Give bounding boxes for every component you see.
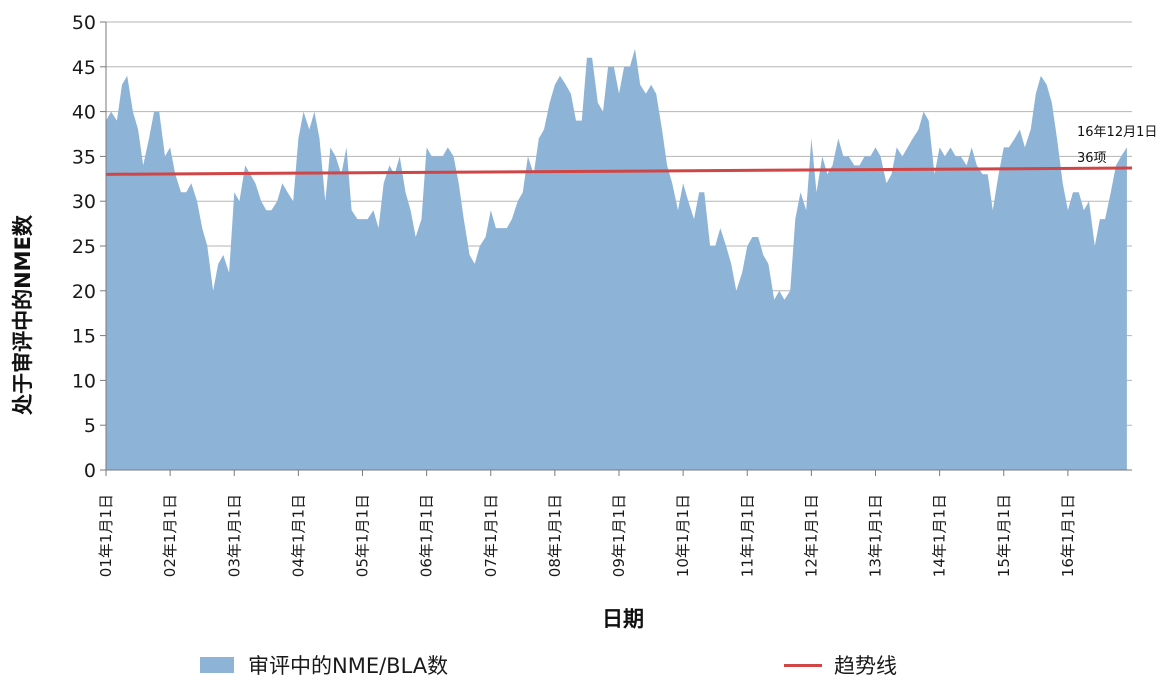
legend-label-trend: 趋势线 <box>834 654 897 678</box>
x-tick-label: 08年1月1日 <box>546 494 564 577</box>
x-tick-label: 03年1月1日 <box>225 494 243 577</box>
series-area-nme-bla <box>106 48 1127 471</box>
y-tick-label: 15 <box>72 326 96 348</box>
x-tick-label: 09年1月1日 <box>610 494 628 577</box>
y-tick-label: 45 <box>72 57 96 79</box>
annotation-date: 16年12月1日 <box>1077 125 1157 140</box>
y-tick-label: 30 <box>72 191 96 213</box>
y-tick-label: 35 <box>72 146 96 168</box>
x-tick-label: 14年1月1日 <box>931 494 949 577</box>
y-tick-label: 20 <box>72 281 96 303</box>
x-tick-label: 13年1月1日 <box>867 494 885 577</box>
x-tick-label: 11年1月1日 <box>738 494 756 577</box>
legend-swatch-trend <box>784 663 822 667</box>
legend-label-area: 审评中的NME/BLA数 <box>248 654 449 678</box>
x-tick-label: 04年1月1日 <box>289 494 307 577</box>
series-trend-line <box>105 166 1133 176</box>
y-tick-label: 5 <box>84 415 96 437</box>
legend-item-area: 审评中的NME/BLA数 <box>200 650 448 680</box>
y-tick-label: 0 <box>84 460 96 482</box>
x-tick-label: 01年1月1日 <box>97 494 115 577</box>
x-axis-title: 日期 <box>602 607 644 631</box>
axes <box>100 21 1132 476</box>
x-tick-label: 15年1月1日 <box>995 494 1013 577</box>
x-tick-label: 05年1月1日 <box>354 494 372 577</box>
y-axis-title: 处于审评中的NME数 <box>11 214 35 416</box>
x-tick-label: 02年1月1日 <box>161 494 179 577</box>
x-tick-label: 10年1月1日 <box>674 494 692 577</box>
y-tick-label: 10 <box>72 370 96 392</box>
y-tick-label: 40 <box>72 102 96 124</box>
y-tick-label: 50 <box>72 12 96 34</box>
legend-item-trend: 趋势线 <box>784 650 897 680</box>
x-tick-label: 16年1月1日 <box>1059 494 1077 577</box>
y-tick-labels: 0 5 10 15 20 25 30 35 40 45 50 <box>72 12 96 482</box>
x-tick-label: 07年1月1日 <box>482 494 500 577</box>
x-tick-label: 06年1月1日 <box>418 494 436 577</box>
y-tick-label: 25 <box>72 236 96 258</box>
x-tick-label: 12年1月1日 <box>802 494 820 577</box>
annotation-count: 36项 <box>1077 151 1107 166</box>
legend-swatch-area <box>200 657 234 673</box>
x-tick-labels: 01年1月1日 02年1月1日 03年1月1日 04年1月1日 05年1月1日 06年1月… <box>97 494 1077 577</box>
